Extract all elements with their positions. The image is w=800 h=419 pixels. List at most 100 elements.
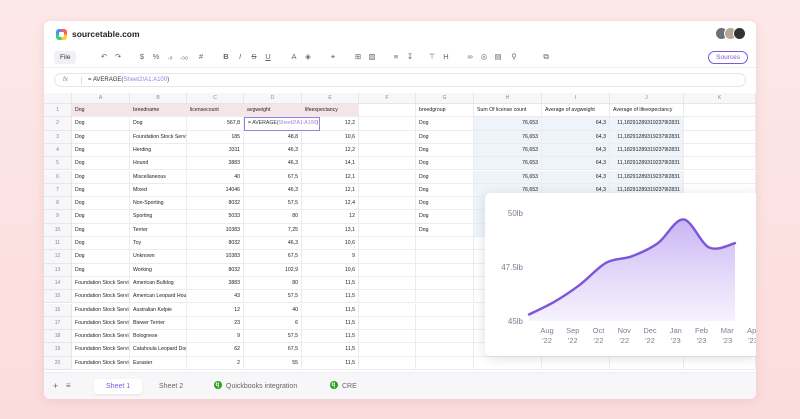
table-cell[interactable]: 46,3 [244,143,302,158]
table-cell[interactable]: Foundation Stock Servi [72,303,130,317]
table-cell[interactable]: 11,182912893192379l2831 [610,130,684,144]
table-cell[interactable] [359,356,416,370]
table-cell[interactable]: Herding [130,143,187,158]
table-cell[interactable]: Non-Sporting [130,197,187,211]
table-cell[interactable]: American Bulldog [130,276,187,291]
header-cell[interactable]: Average of lifeexpectancy [610,104,684,118]
table-cell[interactable]: 40 [244,303,302,317]
table-cell[interactable]: 12,1 [302,170,359,184]
table-cell[interactable]: Dog [416,157,474,171]
row-header[interactable]: 2 [44,117,72,131]
table-cell[interactable]: Biewer Terrier [130,316,187,331]
table-cell[interactable]: Dog [72,183,130,198]
table-cell[interactable]: 8032 [187,263,244,277]
table-cell[interactable]: 80 [244,210,302,224]
table-cell[interactable]: 64,3 [542,130,610,144]
table-cell[interactable]: Dog [72,210,130,224]
table-cell[interactable]: 7,25 [244,223,302,237]
table-cell[interactable]: Foundation Stock Servi [130,130,187,144]
table-cell[interactable]: 2 [187,356,244,370]
header-cell[interactable]: Dog [72,104,130,118]
row-header[interactable]: 14 [44,276,72,291]
table-cell[interactable]: Dog [416,130,474,144]
table-cell[interactable]: Dog [416,210,474,224]
row-header[interactable]: 16 [44,303,72,317]
table-cell[interactable]: Dog [72,263,130,277]
table-cell[interactable]: Dog [130,117,187,131]
number-format-icon[interactable]: # [198,52,204,61]
table-cell[interactable]: 64,3 [542,117,610,131]
table-cell[interactable] [359,130,416,144]
table-cell[interactable]: 11,5 [302,343,359,357]
table-cell[interactable]: 46,3 [244,183,302,198]
link-icon[interactable]: ∞ [467,52,473,61]
borders-icon[interactable]: ⊞ [354,52,362,61]
table-cell[interactable]: 76,653 [474,117,542,131]
column-header[interactable]: I [542,93,610,104]
table-cell[interactable]: 12,2 [302,143,359,158]
table-cell[interactable]: 102,9 [244,263,302,277]
table-cell[interactable]: 11,182912893192379l2831 [610,157,684,171]
table-cell[interactable]: 46,3 [244,237,302,251]
header-cell[interactable]: avgweight [244,104,302,118]
table-cell[interactable] [684,117,756,131]
table-cell[interactable] [359,343,416,357]
table-cell[interactable]: American Leopard Houn [130,290,187,304]
table-cell[interactable]: 67,5 [244,250,302,264]
header-cell[interactable]: breedgroup [416,104,474,118]
table-cell[interactable] [359,250,416,264]
row-header[interactable]: 20 [44,356,72,370]
header-cell[interactable] [359,104,416,118]
header-cell[interactable]: Average of avgweight [542,104,610,118]
row-header[interactable]: 6 [44,170,72,184]
table-cell[interactable] [359,290,416,304]
header-cell[interactable] [684,104,756,118]
table-cell[interactable]: 57,5 [244,290,302,304]
row-header[interactable]: 4 [44,143,72,158]
table-cell[interactable]: 67,5 [244,170,302,184]
avatar[interactable] [733,27,746,40]
header-cell[interactable]: lifeexpectancy [302,104,359,118]
table-cell[interactable] [359,210,416,224]
table-cell[interactable]: 80 [244,276,302,291]
row-header[interactable]: 17 [44,316,72,331]
table-cell[interactable]: Eurasier [130,356,187,370]
percent-icon[interactable]: % [152,52,160,61]
column-header[interactable]: C [187,93,244,104]
table-cell[interactable]: Dog [72,250,130,264]
table-cell[interactable]: 10,6 [302,263,359,277]
table-cell[interactable] [416,303,474,317]
tab-sheet-2[interactable]: Sheet 2 [159,383,184,390]
table-cell[interactable]: Dog [72,157,130,171]
table-cell[interactable]: Unknown [130,250,187,264]
table-cell[interactable]: 13,1 [302,223,359,237]
table-cell[interactable] [684,143,756,158]
table-cell[interactable]: 76,653 [474,130,542,144]
column-header[interactable]: K [684,93,756,104]
table-cell[interactable]: 10383 [187,250,244,264]
table-cell[interactable]: 57,5 [244,197,302,211]
table-cell[interactable]: 6 [244,316,302,331]
table-cell[interactable]: Foundation Stock Servi [72,330,130,344]
column-header[interactable]: J [610,93,684,104]
table-cell[interactable]: Mixed [130,183,187,198]
align-middle-icon[interactable]: H [443,52,449,61]
table-cell[interactable]: Foundation Stock Servi [72,316,130,331]
table-cell[interactable] [610,356,684,370]
table-cell[interactable] [416,290,474,304]
header-cell[interactable]: breedname [130,104,187,118]
paint-format-icon[interactable]: ⌖ [330,52,336,61]
table-cell[interactable]: Dog [72,223,130,237]
redo-icon[interactable]: ↷ [114,52,122,61]
decimal-decrease-icon[interactable]: .₀ [167,52,173,61]
table-cell[interactable]: 11,182912893192379l2831 [610,170,684,184]
table-cell[interactable] [684,356,756,370]
column-header[interactable]: D [244,93,302,104]
table-cell[interactable]: 11,5 [302,290,359,304]
table-cell[interactable] [359,316,416,331]
table-cell[interactable]: 8032 [187,197,244,211]
table-cell[interactable]: Dog [416,170,474,184]
table-cell[interactable]: Bolognese [130,330,187,344]
table-cell[interactable]: Foundation Stock Servi [72,290,130,304]
table-cell[interactable]: 64,3 [542,170,610,184]
